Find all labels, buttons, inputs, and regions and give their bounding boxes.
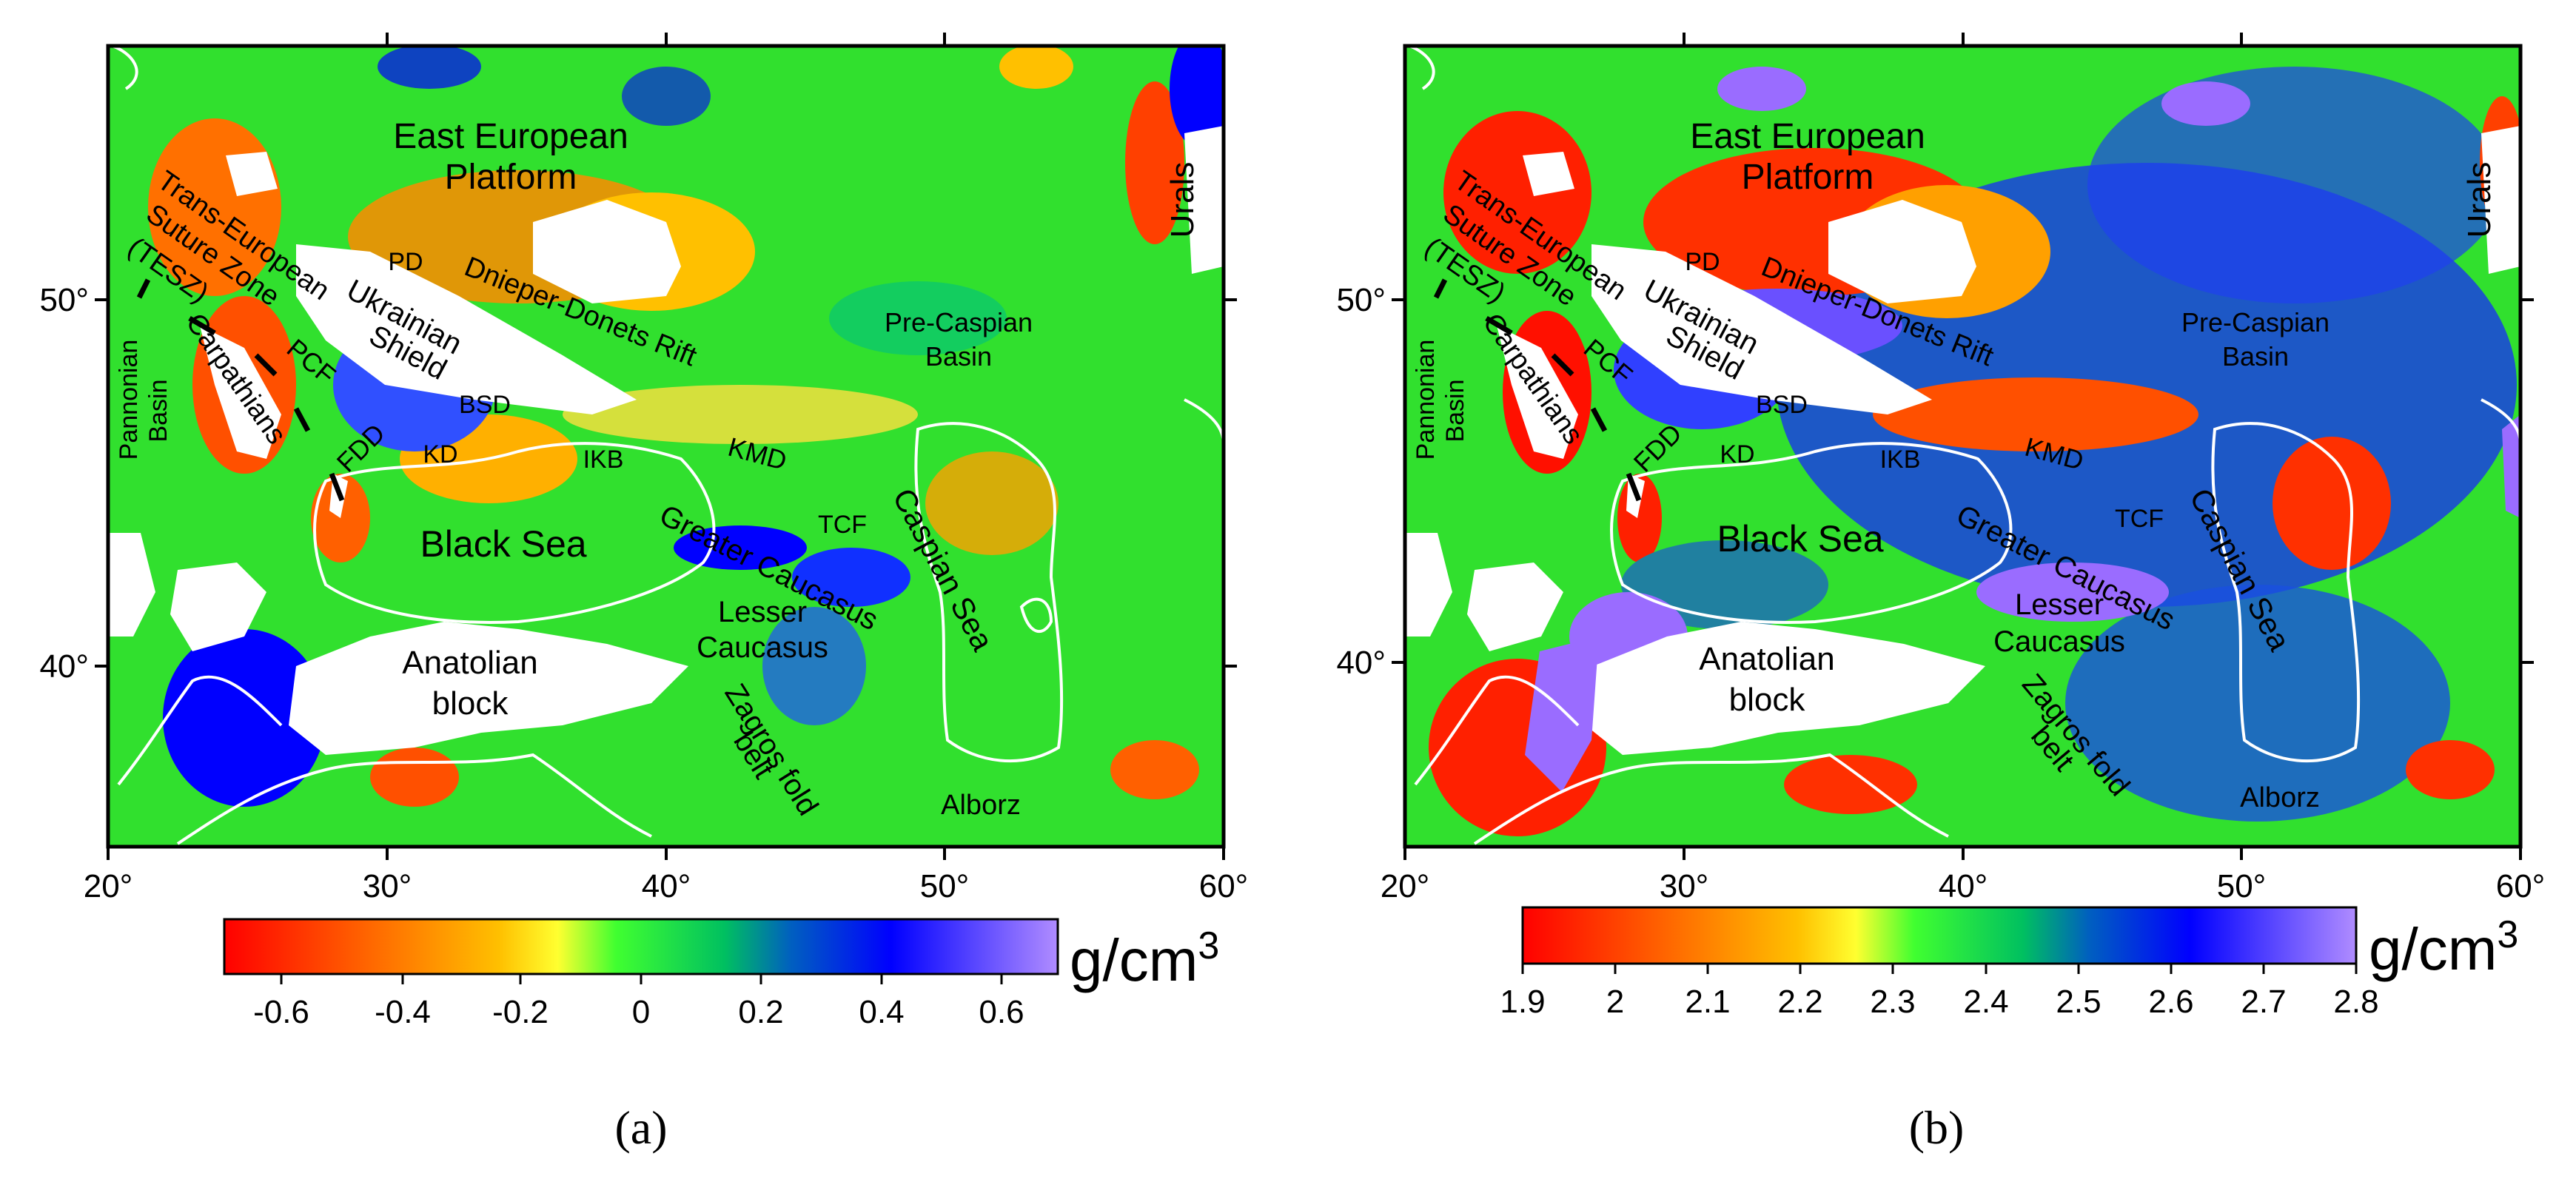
label-platform: Platform: [1742, 158, 1874, 197]
label-alborz: Alborz: [941, 790, 1021, 821]
colorbar-tick-label: 0.4: [859, 994, 904, 1030]
colorbar-tick-label: 2.1: [1685, 984, 1730, 1020]
label-pd: PD: [1685, 248, 1720, 276]
label-caucasus: Caucasus: [1993, 625, 2125, 658]
colorbar-tick-label: 2.3: [1870, 984, 1915, 1020]
fault-lines: [136, 278, 345, 502]
colorbar-a: -0.6 -0.4 -0.2 0 0.2 0.4 0.6 g/cm3: [223, 918, 1219, 1030]
label-pre-caspian-basin: Basin: [925, 341, 992, 372]
colorbar-tick-label: 2.2: [1777, 984, 1822, 1020]
panel-b: 20° 30° 40° 50° 60° 50° 40° East Europea…: [1336, 33, 2545, 1154]
colorbar-tick-label: 0.6: [979, 994, 1024, 1030]
x-tick-label: 20°: [84, 868, 133, 904]
label-alborz: Alborz: [2240, 782, 2320, 813]
panel-caption-b: (b): [1909, 1101, 1965, 1154]
x-tick-labels: 20° 30° 40° 50° 60°: [84, 868, 1249, 904]
label-bsd: BSD: [1756, 391, 1808, 419]
masked-regions: [1405, 126, 2520, 792]
map-b: [1405, 46, 2520, 847]
label-tcf: TCF: [818, 511, 867, 539]
label-kd: KD: [1720, 440, 1754, 468]
label-pannonian: Pannonian: [1412, 340, 1440, 460]
x-tick-label: 40°: [1939, 868, 1988, 904]
label-caucasus: Caucasus: [697, 631, 828, 664]
y-tick-label: 50°: [39, 282, 89, 318]
colorbar-b: 1.9 2 2.1 2.2 2.3 2.4 2.5 2.6 2.7 2.8 g/…: [1500, 906, 2518, 1020]
colorbar-tick-label: 0: [632, 994, 650, 1030]
colorbar-tick-label: -0.4: [375, 994, 431, 1030]
label-lesser: Lesser: [718, 596, 807, 628]
axis-ticks: [1392, 33, 2534, 860]
fault-lines: [1433, 278, 1642, 502]
label-pd: PD: [388, 248, 423, 276]
coastlines: [1405, 46, 2520, 845]
y-tick-label: 40°: [39, 648, 89, 685]
y-tick-label: 40°: [1336, 645, 1386, 681]
label-anatolian: Anatolian: [1699, 641, 1834, 677]
label-tcf: TCF: [2115, 505, 2164, 533]
axis-ticks: [95, 33, 1237, 860]
label-block: block: [432, 685, 509, 722]
label-anatolian: Anatolian: [402, 645, 537, 681]
colorbar-tick-label: -0.2: [492, 994, 549, 1030]
label-bsd: BSD: [459, 391, 511, 419]
colorbar-tick-label: 0.2: [738, 994, 783, 1030]
label-block: block: [1729, 682, 1806, 718]
x-tick-label: 30°: [363, 868, 412, 904]
label-pre-caspian-basin: Basin: [2222, 341, 2289, 372]
x-tick-label: 50°: [920, 868, 970, 904]
x-tick-label: 60°: [2496, 868, 2546, 904]
y-tick-labels: 50° 40°: [1336, 282, 1386, 681]
colorbar-unit: g/cm3: [2369, 913, 2518, 982]
x-tick-labels: 20° 30° 40° 50° 60°: [1381, 868, 2546, 904]
colorbar-tick-label: 2: [1606, 984, 1624, 1020]
label-east-european: East European: [1690, 117, 1925, 156]
colorbar-tick-label: -0.6: [253, 994, 309, 1030]
label-black-sea: Black Sea: [420, 523, 586, 565]
x-tick-label: 60°: [1199, 868, 1249, 904]
label-east-european: East European: [393, 117, 628, 156]
x-tick-label: 40°: [642, 868, 691, 904]
label-ikb: IKB: [583, 446, 624, 474]
label-kd: KD: [423, 440, 457, 468]
label-pre-caspian: Pre-Caspian: [885, 307, 1033, 337]
x-tick-label: 50°: [2217, 868, 2267, 904]
colorbar-gradient: [223, 918, 1059, 975]
label-black-sea: Black Sea: [1717, 518, 1883, 560]
colorbar-tick-label: 1.9: [1500, 984, 1545, 1020]
colorbar-tick-label: 2.7: [2241, 984, 2286, 1020]
colorbar-tick-label: 2.5: [2056, 984, 2101, 1020]
label-pre-caspian: Pre-Caspian: [2181, 307, 2330, 337]
label-pannonian-basin: Basin: [1441, 379, 1469, 442]
panel-a: 20° 30° 40° 50° 60° 50° 40° East Europea…: [39, 33, 1249, 1154]
masked-regions: [108, 126, 1224, 755]
label-pannonian-basin: Basin: [144, 379, 172, 442]
coastlines: [108, 46, 1224, 845]
x-tick-label: 20°: [1381, 868, 1430, 904]
label-platform: Platform: [445, 158, 577, 197]
label-ikb: IKB: [1880, 446, 1921, 474]
panel-caption-a: (a): [614, 1101, 667, 1154]
label-urals: Urals: [2461, 162, 2498, 238]
label-pannonian: Pannonian: [115, 340, 143, 460]
y-tick-label: 50°: [1336, 282, 1386, 318]
y-tick-labels: 50° 40°: [39, 282, 89, 685]
map-a: [108, 46, 1224, 847]
colorbar-tick-label: 2.8: [2333, 984, 2378, 1020]
colorbar-unit: g/cm3: [1070, 924, 1219, 993]
label-lesser: Lesser: [2015, 588, 2104, 621]
colorbar-tick-label: 2.6: [2148, 984, 2193, 1020]
colorbar-gradient: [1521, 906, 2358, 965]
colorbar-tick-label: 2.4: [1963, 984, 2008, 1020]
x-tick-label: 30°: [1660, 868, 1709, 904]
label-urals: Urals: [1164, 162, 1201, 238]
